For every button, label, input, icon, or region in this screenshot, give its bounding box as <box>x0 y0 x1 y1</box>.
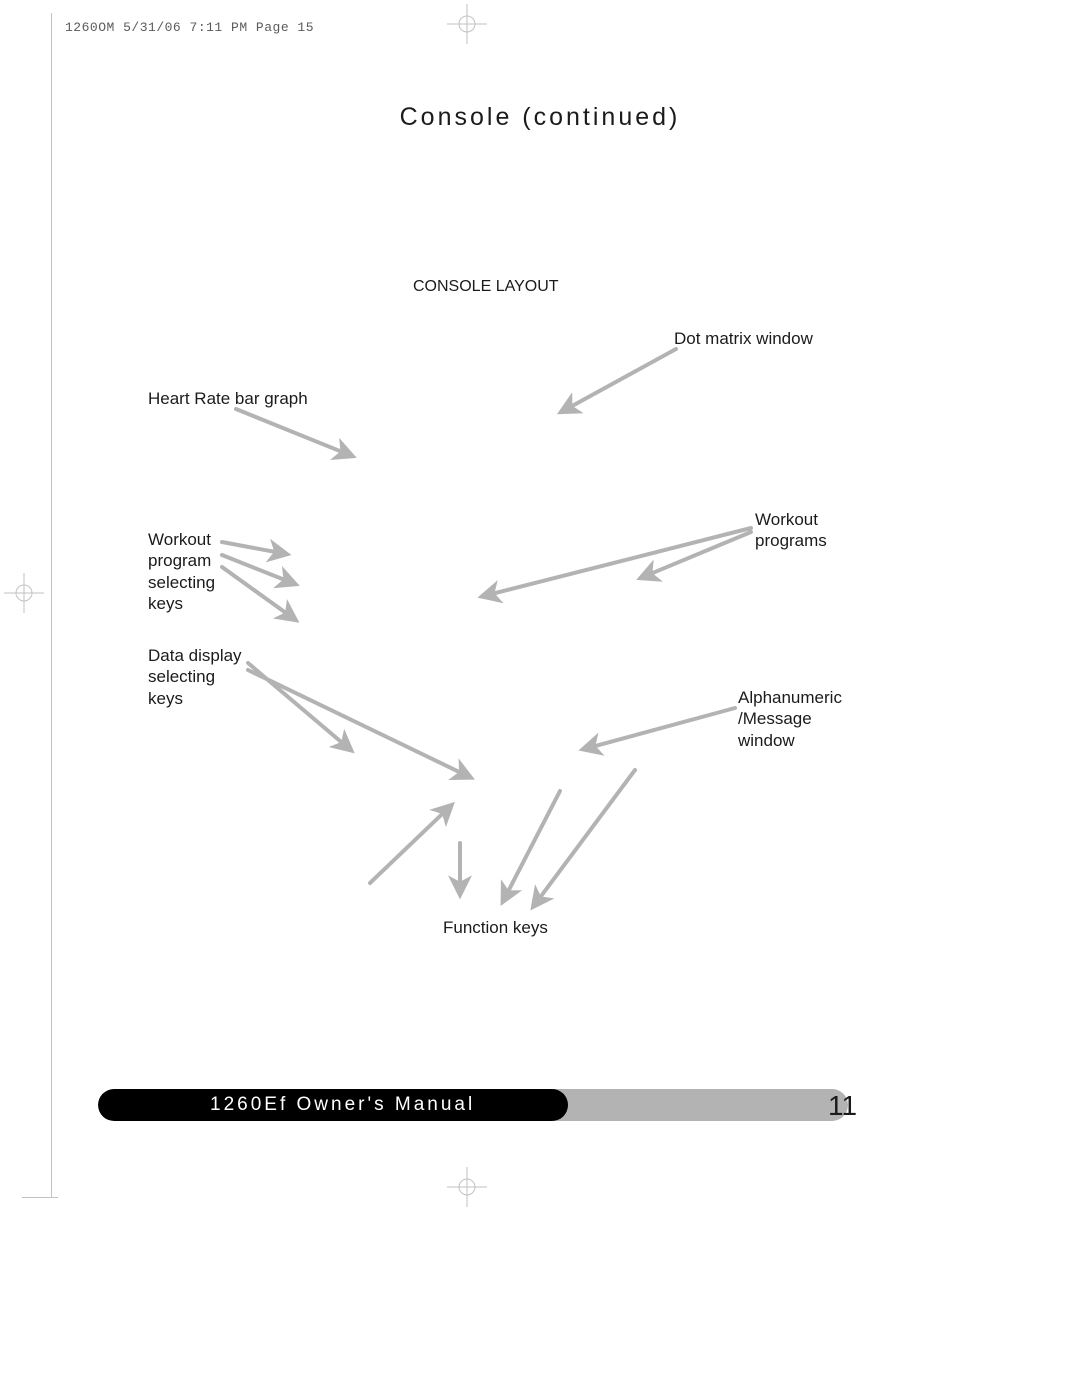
callout-arrow <box>484 528 751 596</box>
callout-arrow <box>222 542 284 554</box>
label-alphanumeric: Alphanumeric /Message window <box>738 687 842 751</box>
label-data-display-keys: Data display selecting keys <box>148 645 242 709</box>
callout-arrow <box>535 770 635 905</box>
callout-arrow <box>643 532 751 577</box>
label-line: window <box>738 731 795 750</box>
label-line: Data display <box>148 646 242 665</box>
label-line: Workout <box>148 530 211 549</box>
callout-arrow <box>563 349 676 411</box>
print-header: 1260OM 5/31/06 7:11 PM Page 15 <box>65 20 314 35</box>
label-line: programs <box>755 531 827 550</box>
label-dot-matrix: Dot matrix window <box>674 328 813 349</box>
page-title: Console (continued) <box>0 103 1080 132</box>
label-heart-rate: Heart Rate bar graph <box>148 388 308 409</box>
label-line: program <box>148 551 211 570</box>
registration-mark-top <box>447 4 487 44</box>
label-line: keys <box>148 594 183 613</box>
callout-arrow <box>370 807 450 883</box>
page-number: 11 <box>828 1090 857 1122</box>
label-line: selecting <box>148 667 215 686</box>
section-subtitle: CONSOLE LAYOUT <box>413 278 559 296</box>
callout-arrow <box>585 708 735 749</box>
callout-arrow <box>236 409 350 455</box>
label-line: Alphanumeric <box>738 688 842 707</box>
label-line: Workout <box>755 510 818 529</box>
crop-rule-left <box>51 13 52 1197</box>
callout-arrow <box>248 663 349 749</box>
callout-arrow <box>222 555 293 583</box>
label-workout-programs: Workout programs <box>755 509 827 552</box>
callout-arrow <box>248 670 468 776</box>
label-function-keys: Function keys <box>443 917 548 938</box>
footer-manual-title: 1260Ef Owner's Manual <box>210 1094 475 1116</box>
label-line: keys <box>148 689 183 708</box>
label-line: selecting <box>148 573 215 592</box>
crop-rule-bottom <box>22 1197 58 1198</box>
registration-mark-bottom <box>447 1167 487 1207</box>
registration-mark-left <box>4 573 44 613</box>
callout-arrow <box>504 791 560 900</box>
label-workout-program-keys: Workout program selecting keys <box>148 529 215 614</box>
callout-arrow <box>222 567 294 619</box>
label-line: /Message <box>738 709 812 728</box>
